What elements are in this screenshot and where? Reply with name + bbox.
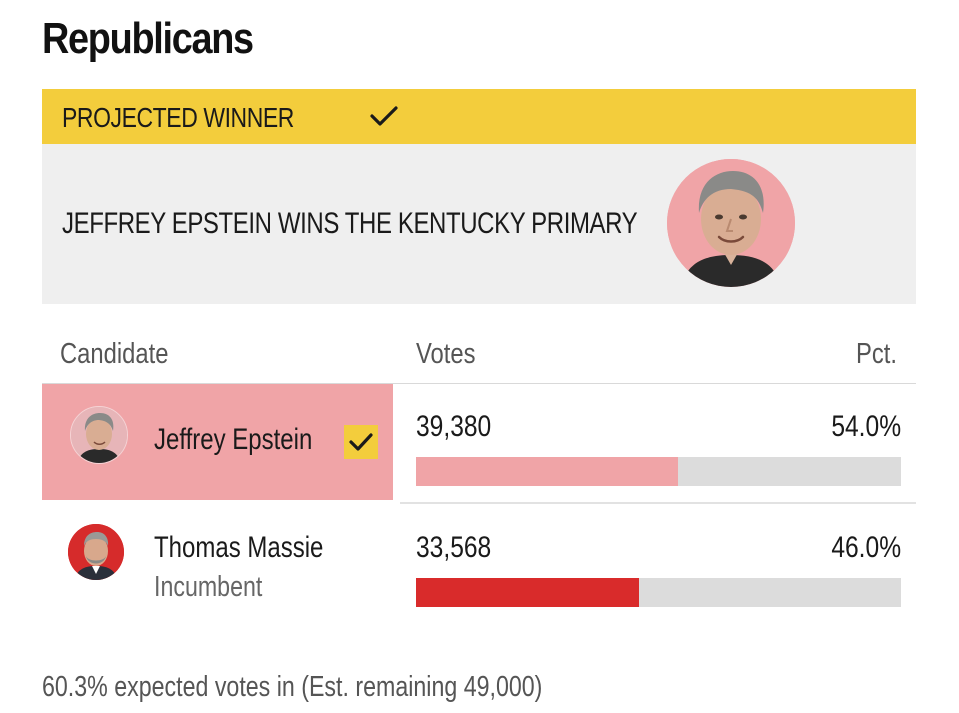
vote-bar-fill <box>416 578 640 607</box>
candidate-avatar-icon <box>68 524 124 580</box>
vote-bar-track <box>416 578 901 607</box>
candidate-name: Jeffrey Epstein <box>154 423 313 456</box>
avatar-illustration <box>71 407 127 463</box>
headline-text: JEFFREY EPSTEIN WINS THE KENTUCKY PRIMAR… <box>62 207 638 240</box>
vote-count: 33,568 <box>416 531 492 564</box>
candidate-portrait-icon <box>667 159 795 287</box>
checkmark-icon <box>370 106 398 126</box>
candidate-name: Thomas Massie <box>154 531 324 564</box>
candidate-avatar-icon <box>70 406 128 464</box>
incumbent-label: Incumbent <box>154 571 263 603</box>
column-header-pct: Pct. <box>856 338 897 370</box>
column-header-candidate: Candidate <box>60 338 169 370</box>
column-header-votes: Votes <box>416 338 476 370</box>
vote-bar-fill <box>416 457 678 486</box>
portrait-illustration <box>667 159 795 287</box>
row-divider <box>400 502 916 504</box>
vote-percentage: 46.0% <box>831 531 901 564</box>
projected-winner-label: PROJECTED WINNER <box>62 102 294 133</box>
party-title: Republicans <box>42 14 254 63</box>
vote-percentage: 54.0% <box>831 410 901 443</box>
header-divider <box>42 383 916 384</box>
expected-votes-note: 60.3% expected votes in (Est. remaining … <box>42 671 543 703</box>
projected-winner-banner: PROJECTED WINNER <box>42 89 916 144</box>
headline-panel: JEFFREY EPSTEIN WINS THE KENTUCKY PRIMAR… <box>42 144 916 304</box>
vote-bar-track <box>416 457 901 486</box>
winner-checkmark-icon <box>344 425 378 459</box>
vote-count: 39,380 <box>416 410 492 443</box>
avatar-illustration <box>68 524 124 580</box>
